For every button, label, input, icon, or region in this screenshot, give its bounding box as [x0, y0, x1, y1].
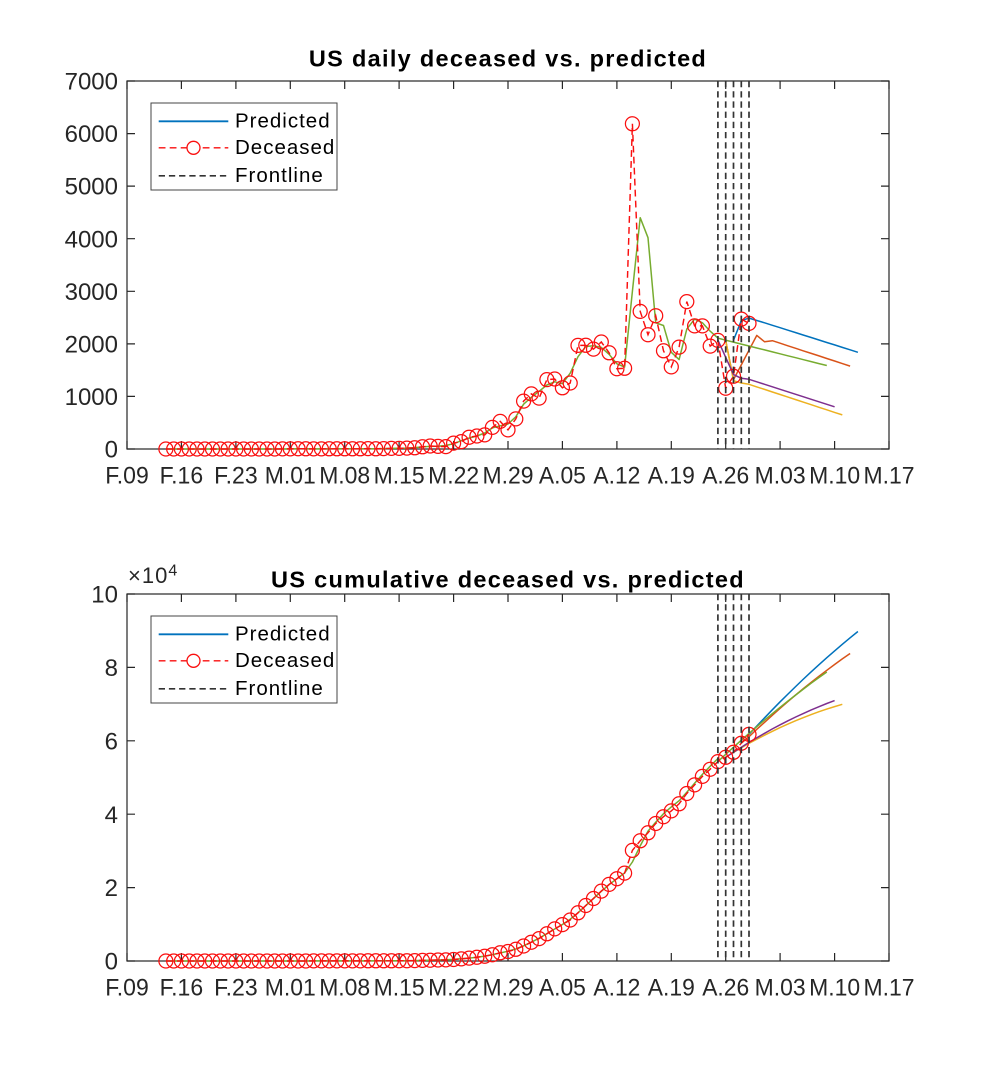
- svg-text:M.29: M.29: [483, 463, 534, 490]
- svg-text:10: 10: [91, 582, 118, 609]
- svg-text:M.08: M.08: [319, 975, 370, 1002]
- svg-text:F.23: F.23: [214, 975, 258, 1002]
- svg-text:3000: 3000: [65, 279, 118, 306]
- svg-text:5000: 5000: [65, 174, 118, 201]
- svg-text:M.22: M.22: [428, 975, 479, 1002]
- svg-text:Frontline: Frontline: [235, 164, 324, 187]
- svg-text:A.12: A.12: [593, 463, 640, 490]
- svg-text:Predicted: Predicted: [235, 623, 331, 646]
- svg-text:4: 4: [105, 802, 118, 829]
- svg-text:Deceased: Deceased: [235, 649, 335, 672]
- svg-text:6000: 6000: [65, 121, 118, 148]
- svg-text:0: 0: [105, 437, 118, 464]
- svg-text:M.03: M.03: [755, 463, 806, 490]
- svg-text:F.09: F.09: [105, 975, 149, 1002]
- svg-text:2000: 2000: [65, 332, 118, 359]
- svg-text:M.10: M.10: [809, 463, 860, 490]
- svg-text:US daily deceased vs. predicte: US daily deceased vs. predicted: [309, 46, 707, 72]
- svg-text:M.15: M.15: [374, 975, 425, 1002]
- svg-text:Deceased: Deceased: [235, 136, 335, 159]
- svg-text:M.01: M.01: [265, 463, 316, 490]
- svg-text:M.03: M.03: [755, 975, 806, 1002]
- svg-text:A.05: A.05: [539, 463, 586, 490]
- svg-text:Frontline: Frontline: [235, 677, 324, 700]
- svg-text:A.26: A.26: [702, 463, 749, 490]
- svg-text:1000: 1000: [65, 384, 118, 411]
- svg-text:F.23: F.23: [214, 463, 258, 490]
- svg-text:2: 2: [105, 875, 118, 902]
- svg-text:A.05: A.05: [539, 975, 586, 1002]
- svg-text:F.16: F.16: [160, 463, 204, 490]
- svg-text:F.16: F.16: [160, 975, 204, 1002]
- svg-text:US cumulative deceased vs. pre: US cumulative deceased vs. predicted: [271, 567, 745, 593]
- svg-text:A.19: A.19: [648, 975, 695, 1002]
- svg-text:M.22: M.22: [428, 463, 479, 490]
- svg-text:M.17: M.17: [864, 975, 915, 1002]
- svg-text:4000: 4000: [65, 226, 118, 253]
- svg-text:Predicted: Predicted: [235, 110, 331, 133]
- svg-text:M.29: M.29: [483, 975, 534, 1002]
- svg-text:A.12: A.12: [593, 975, 640, 1002]
- svg-text:8: 8: [105, 655, 118, 682]
- svg-text:M.10: M.10: [809, 975, 860, 1002]
- svg-text:7000: 7000: [65, 69, 118, 96]
- svg-text:F.09: F.09: [105, 463, 149, 490]
- svg-text:A.19: A.19: [648, 463, 695, 490]
- svg-text:6: 6: [105, 728, 118, 755]
- svg-text:M.08: M.08: [319, 463, 370, 490]
- svg-text:A.26: A.26: [702, 975, 749, 1002]
- svg-text:0: 0: [105, 949, 118, 976]
- svg-text:M.17: M.17: [864, 463, 915, 490]
- svg-text:M.15: M.15: [374, 463, 425, 490]
- svg-text:M.01: M.01: [265, 975, 316, 1002]
